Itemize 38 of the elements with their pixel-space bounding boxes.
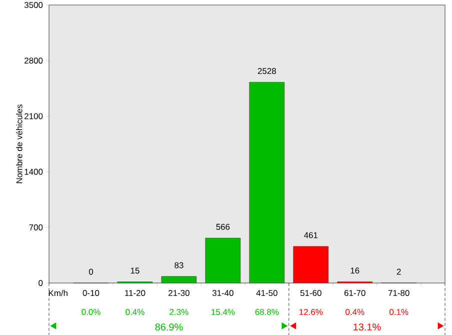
text: 0.1% <box>390 309 408 315</box>
x-tick-label: 0-10 <box>82 290 100 296</box>
text: 86.9% <box>155 323 183 331</box>
y-tick-label: 2100 <box>24 113 43 120</box>
data-label: 15 <box>130 268 140 274</box>
x-axis-title: Km/h <box>48 290 68 296</box>
x-tick-label: 61-70 <box>344 290 366 296</box>
y-tick-label: 0 <box>38 280 43 286</box>
y-tick-label: 3500 <box>24 2 43 8</box>
text: 0.4% <box>346 309 364 315</box>
x-tick-label: 41-50 <box>256 290 278 296</box>
text: 0.0% <box>82 309 100 315</box>
bar <box>249 82 285 284</box>
y-tick-label: 2800 <box>24 58 43 64</box>
text: 2.3% <box>170 309 188 315</box>
bar <box>161 276 197 284</box>
x-tick-label: 31-40 <box>212 290 234 296</box>
text: 68.8% <box>255 309 279 315</box>
bar <box>293 246 329 284</box>
y-tick-label: 1400 <box>24 168 43 175</box>
text: 13.1% <box>354 323 381 331</box>
data-label: 2528 <box>258 68 276 74</box>
text: 0.4% <box>126 309 144 315</box>
x-tick-label: 21-30 <box>168 290 190 296</box>
text: 15.4% <box>212 309 235 315</box>
text: 12.6% <box>300 309 323 315</box>
x-tick-label: 51-60 <box>300 290 322 296</box>
data-label: 16 <box>350 268 360 274</box>
y-tick-label: 700 <box>29 224 43 230</box>
data-label: 566 <box>216 224 230 230</box>
y-axis-title: Nombre de véhicules <box>16 104 22 184</box>
x-tick-label: 71-80 <box>388 290 410 296</box>
bar <box>205 238 241 284</box>
data-label: 461 <box>304 232 318 238</box>
data-label: 83 <box>174 262 184 268</box>
x-tick-label: 11-20 <box>125 290 146 296</box>
data-label: 0 <box>88 268 94 275</box>
data-label: 2 <box>396 268 401 275</box>
